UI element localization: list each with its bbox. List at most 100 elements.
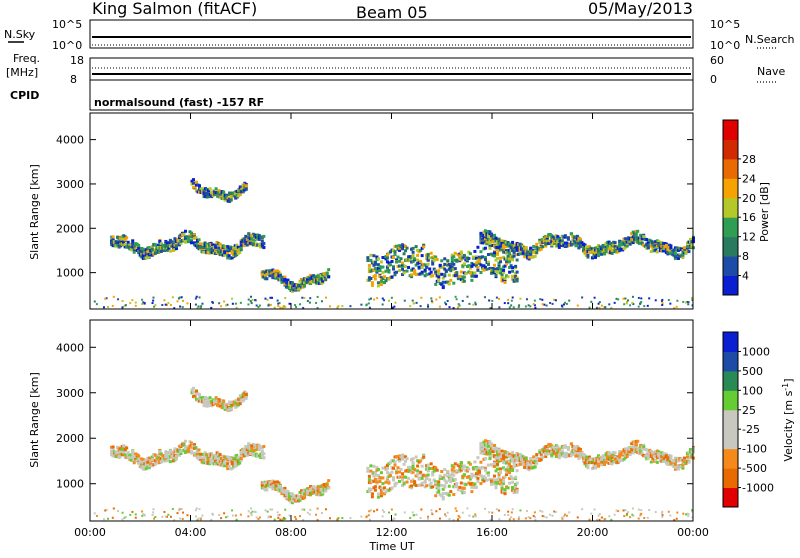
velocity-echo-cell bbox=[117, 455, 121, 459]
power-echo-cell bbox=[447, 282, 451, 286]
power-echo-cell bbox=[452, 281, 456, 285]
velocity-echo-cell bbox=[613, 458, 617, 462]
velocity-echo-cell bbox=[289, 496, 293, 500]
velocity-scatter-cell bbox=[403, 511, 406, 514]
power-scatter-cell bbox=[306, 299, 309, 302]
power-echo-cell bbox=[446, 263, 450, 267]
power-scatter-cell bbox=[403, 299, 406, 302]
velocity-echo-cell bbox=[201, 396, 205, 400]
power-echo-cell bbox=[250, 241, 254, 245]
time-tick-label: 00:00 bbox=[677, 526, 709, 539]
velocity-echo-cell bbox=[673, 463, 677, 467]
power-scatter-cell bbox=[457, 306, 460, 309]
velocity-echo-cell bbox=[379, 487, 383, 491]
velocity-scatter-cell bbox=[461, 511, 464, 514]
velocity-scatter-cell bbox=[411, 511, 414, 514]
power-scatter-cell bbox=[181, 306, 184, 309]
velocity-echo-cell bbox=[610, 455, 614, 459]
velocity-echo-cell bbox=[470, 475, 474, 479]
velocity-echo-cell bbox=[672, 459, 676, 463]
velocity-echo-cell bbox=[508, 454, 512, 458]
power-echo-cell bbox=[594, 246, 598, 250]
power-echo-cell bbox=[663, 242, 667, 246]
power-echo-cell bbox=[402, 252, 406, 256]
power-echo-cell bbox=[190, 182, 194, 186]
power-echo-cell bbox=[590, 250, 594, 254]
velocity-echo-cell bbox=[479, 451, 483, 455]
velocity-scatter-cell bbox=[197, 517, 200, 520]
velocity-echo-cell bbox=[174, 457, 178, 461]
power-echo-cell bbox=[193, 241, 197, 245]
velocity-scatter-cell bbox=[511, 508, 514, 511]
power-echo-cell bbox=[518, 246, 522, 250]
velocity-echo-cell bbox=[405, 468, 409, 472]
velocity-scatter-cell bbox=[258, 516, 261, 519]
power-scatter-cell bbox=[381, 303, 384, 306]
velocity-echo-cell bbox=[434, 468, 438, 472]
velocity-echo-cell bbox=[388, 487, 392, 491]
power-echo-cell bbox=[426, 252, 430, 256]
power-scatter-cell bbox=[195, 295, 198, 298]
velocity-scatter-cell bbox=[640, 509, 643, 512]
power-scatter-cell bbox=[512, 306, 515, 309]
velocity-echo-cell bbox=[379, 476, 383, 480]
velocity-scatter-cell bbox=[223, 512, 226, 515]
power-echo-cell bbox=[212, 251, 216, 255]
power-echo-cell bbox=[379, 260, 383, 264]
velocity-echo-cell bbox=[449, 476, 453, 480]
velocity-echo-cell bbox=[508, 476, 512, 480]
power-scatter-cell bbox=[365, 303, 368, 306]
velocity-scatter-cell bbox=[211, 513, 214, 516]
velocity-echo-cell bbox=[388, 474, 392, 478]
velocity-echo-cell bbox=[533, 465, 537, 469]
velocity-echo-cell bbox=[278, 489, 282, 493]
power-scatter-cell bbox=[194, 303, 197, 306]
power-echo-cell bbox=[524, 253, 528, 257]
power-echo-cell bbox=[509, 249, 513, 253]
power-scatter-cell bbox=[201, 302, 204, 305]
velocity-echo-cell bbox=[120, 452, 124, 456]
velocity-echo-cell bbox=[221, 459, 225, 463]
power-echo-cell bbox=[633, 237, 637, 241]
power-scatter-cell bbox=[427, 305, 430, 308]
velocity-echo-cell bbox=[135, 459, 139, 463]
power-echo-cell bbox=[268, 274, 272, 278]
velocity-scatter-cell bbox=[247, 510, 250, 513]
velocity-echo-cell bbox=[643, 455, 647, 459]
velocity-echo-cell bbox=[226, 455, 230, 459]
power-echo-cell bbox=[327, 275, 331, 279]
power-scatter-cell bbox=[561, 305, 564, 308]
velocity-echo-cell bbox=[232, 403, 236, 407]
velocity-echo-cell bbox=[263, 485, 267, 489]
power-echo-cell bbox=[435, 273, 439, 277]
velocity-echo-cell bbox=[407, 468, 411, 472]
velocity-echo-cell bbox=[146, 456, 150, 460]
velocity-scatter-cell bbox=[164, 515, 167, 518]
power-echo-cell bbox=[205, 249, 209, 253]
velocity-echo-cell bbox=[663, 453, 667, 457]
power-echo-cell bbox=[312, 275, 316, 279]
velocity-echo-cell bbox=[584, 455, 588, 459]
power-echo-cell bbox=[177, 236, 181, 240]
velocity-echo-cell bbox=[584, 458, 588, 462]
velocity-echo-cell bbox=[162, 454, 166, 458]
velocity-echo-cell bbox=[568, 454, 572, 458]
nsearch-tick-low: 10^0 bbox=[710, 39, 740, 52]
power-echo-cell bbox=[506, 241, 510, 245]
velocity-echo-cell bbox=[214, 462, 218, 466]
velocity-echo-cell bbox=[223, 461, 227, 465]
power-echo-cell bbox=[384, 257, 388, 261]
power-echo-cell bbox=[226, 256, 230, 260]
velocity-echo-cell bbox=[453, 462, 457, 466]
velocity-echo-cell bbox=[190, 391, 194, 395]
velocity-echo-cell bbox=[123, 453, 127, 457]
power-echo-cell bbox=[297, 287, 301, 291]
velocity-echo-cell bbox=[322, 483, 326, 487]
velocity-echo-cell bbox=[514, 483, 518, 487]
velocity-echo-cell bbox=[404, 459, 408, 463]
power-echo-cell bbox=[547, 232, 551, 236]
velocity-echo-cell bbox=[508, 468, 512, 472]
power-scatter-cell bbox=[223, 300, 226, 303]
velocity-echo-cell bbox=[681, 461, 685, 465]
power-echo-cell bbox=[272, 272, 276, 276]
